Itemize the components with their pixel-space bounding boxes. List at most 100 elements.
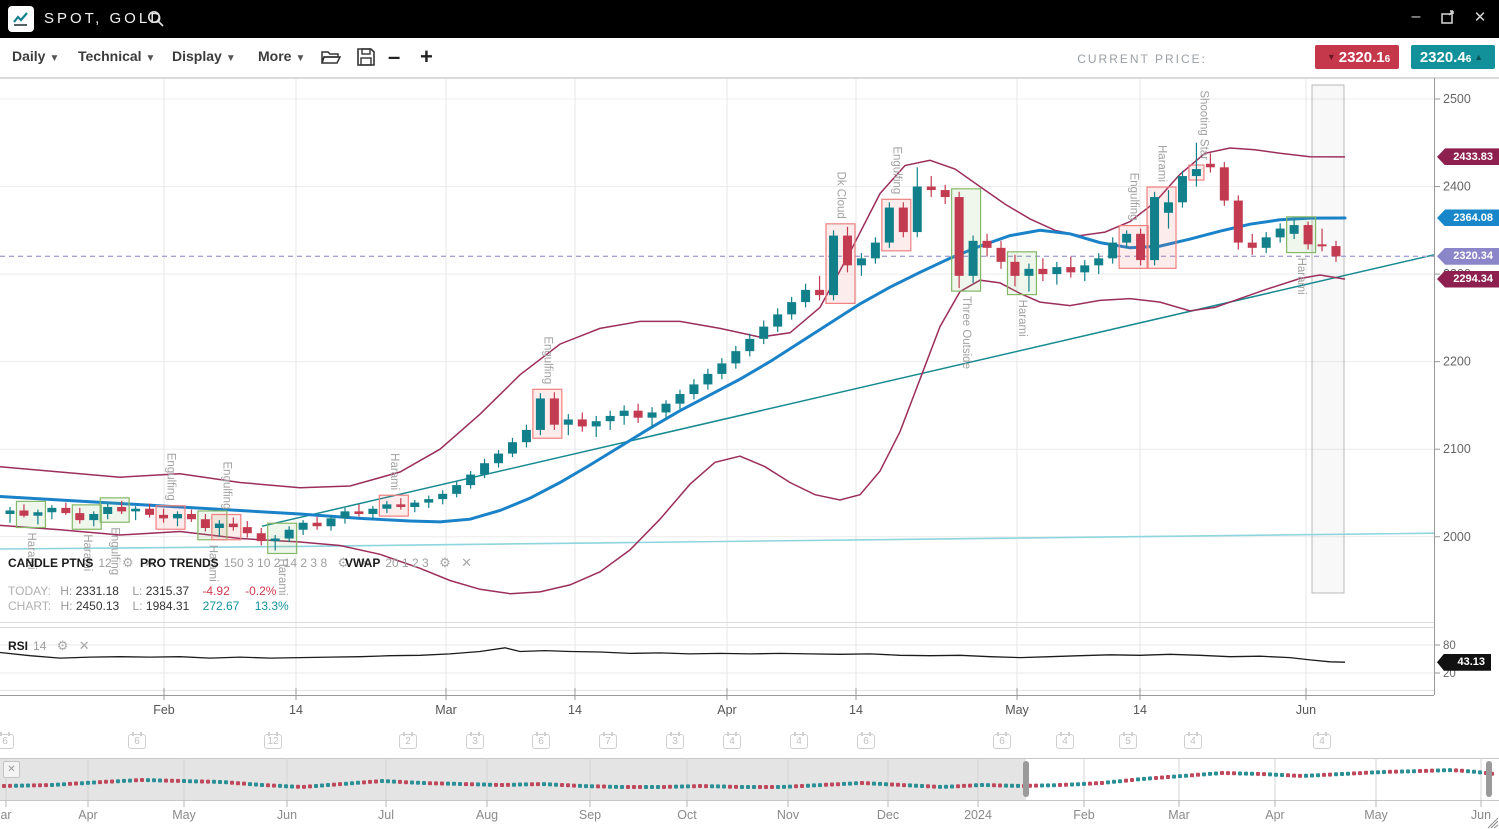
candle-down[interactable] (577, 419, 587, 427)
candle-down[interactable] (1136, 233, 1146, 261)
calendar-event-badge[interactable]: 4 (1184, 732, 1202, 749)
candle-up[interactable] (1261, 237, 1271, 248)
candle-up[interactable] (172, 513, 182, 519)
close-button[interactable]: ✕ (1473, 9, 1487, 26)
candle-up[interactable] (410, 502, 420, 507)
remove-indicator-icon[interactable]: ✕ (78, 638, 90, 653)
candle-up[interactable] (1275, 228, 1285, 238)
candle-up[interactable] (1289, 225, 1299, 234)
candle-up[interactable] (424, 499, 434, 503)
candle-up[interactable] (1122, 233, 1132, 243)
candle-down[interactable] (19, 510, 29, 516)
candle-up[interactable] (605, 415, 615, 422)
calendar-event-badge[interactable]: 4 (1056, 732, 1074, 749)
gear-icon[interactable]: ⚙ (337, 555, 350, 570)
candle-down[interactable] (354, 511, 364, 514)
candle-up[interactable] (1024, 268, 1034, 276)
candle-up[interactable] (1191, 169, 1201, 177)
gear-icon[interactable]: ⚙ (439, 555, 451, 570)
save-icon[interactable] (356, 47, 376, 72)
calendar-event-badge[interactable]: 3 (466, 732, 484, 749)
candle-up[interactable] (759, 326, 769, 339)
candle-up[interactable] (535, 398, 545, 430)
menu-more[interactable]: More ▼ (258, 48, 306, 64)
candle-up[interactable] (284, 529, 294, 539)
candle-down[interactable] (75, 513, 85, 521)
candle-up[interactable] (326, 518, 336, 527)
candle-down[interactable] (1233, 200, 1243, 243)
candle-down[interactable] (940, 190, 950, 198)
candle-up[interactable] (703, 373, 713, 385)
candle-down[interactable] (1205, 163, 1215, 168)
candle-up[interactable] (131, 508, 141, 512)
candle-up[interactable] (689, 384, 699, 395)
calendar-event-badge[interactable]: 6 (532, 732, 550, 749)
candle-up[interactable] (563, 419, 573, 425)
candle-down[interactable] (312, 522, 322, 527)
calendar-event-badge[interactable]: 2 (399, 732, 417, 749)
candle-up[interactable] (912, 186, 922, 233)
candle-up[interactable] (466, 474, 476, 486)
candle-down[interactable] (1331, 246, 1341, 257)
candle-down[interactable] (159, 514, 169, 519)
candle-down[interactable] (186, 513, 196, 520)
zoom-in-button[interactable]: + (420, 44, 433, 69)
navigator-close-button[interactable]: ✕ (3, 761, 20, 778)
candle-down[interactable] (1303, 225, 1313, 245)
candle-down[interactable] (1038, 268, 1048, 275)
candle-up[interactable] (647, 412, 657, 418)
popout-icon[interactable] (1439, 8, 1457, 26)
candle-down[interactable] (996, 247, 1006, 262)
candle-up[interactable] (773, 314, 783, 327)
candle-up[interactable] (619, 410, 629, 416)
candle-up[interactable] (438, 493, 448, 500)
candle-up[interactable] (717, 363, 727, 374)
search-icon[interactable] (146, 9, 166, 34)
candle-up[interactable] (801, 289, 811, 303)
navigator-right-handle[interactable] (1486, 761, 1492, 797)
remove-indicator-icon[interactable]: ✕ (461, 555, 472, 570)
candle-up[interactable] (1150, 197, 1160, 261)
candle-down[interactable] (396, 504, 406, 507)
candle-down[interactable] (1247, 242, 1257, 248)
candle-up[interactable] (870, 242, 880, 259)
candle-up[interactable] (829, 235, 839, 296)
candle-up[interactable] (89, 513, 99, 521)
candle-up[interactable] (33, 512, 43, 516)
candle-up[interactable] (1108, 242, 1118, 259)
candle-down[interactable] (1010, 261, 1020, 276)
candle-down[interactable] (982, 240, 992, 248)
candle-down[interactable] (1219, 167, 1229, 201)
candle-down[interactable] (549, 398, 559, 425)
calendar-event-badge[interactable]: 6 (128, 732, 146, 749)
zoom-out-button[interactable]: – (388, 44, 401, 69)
calendar-event-badge[interactable]: 4 (1313, 732, 1331, 749)
candle-up[interactable] (382, 504, 392, 509)
candle-up[interactable] (368, 508, 378, 514)
candle-up[interactable] (452, 485, 462, 494)
calendar-event-badge[interactable]: 12 (264, 732, 282, 749)
candle-up[interactable] (1052, 267, 1062, 275)
candle-down[interactable] (242, 527, 252, 534)
gear-icon[interactable]: ⚙ (122, 555, 134, 570)
candle-down[interactable] (256, 533, 266, 542)
calendar-event-badge[interactable]: 5 (1119, 732, 1137, 749)
candle-down[interactable] (200, 519, 210, 528)
menu-daily[interactable]: Daily ▼ (12, 48, 60, 64)
calendar-event-badge[interactable]: 4 (723, 732, 741, 749)
candle-up[interactable] (1080, 265, 1090, 273)
candle-up[interactable] (494, 453, 504, 464)
candle-up[interactable] (5, 510, 15, 514)
candle-up[interactable] (1094, 258, 1104, 266)
candle-down[interactable] (61, 507, 71, 514)
candle-up[interactable] (298, 522, 308, 530)
candle-down[interactable] (898, 207, 908, 233)
calendar-event-badge[interactable]: 4 (790, 732, 808, 749)
calendar-event-badge[interactable]: 6 (857, 732, 875, 749)
calendar-event-badge[interactable]: 3 (666, 732, 684, 749)
candle-up[interactable] (968, 240, 978, 276)
candle-down[interactable] (926, 186, 936, 191)
candle-up[interactable] (661, 403, 671, 413)
candle-down[interactable] (117, 506, 127, 512)
